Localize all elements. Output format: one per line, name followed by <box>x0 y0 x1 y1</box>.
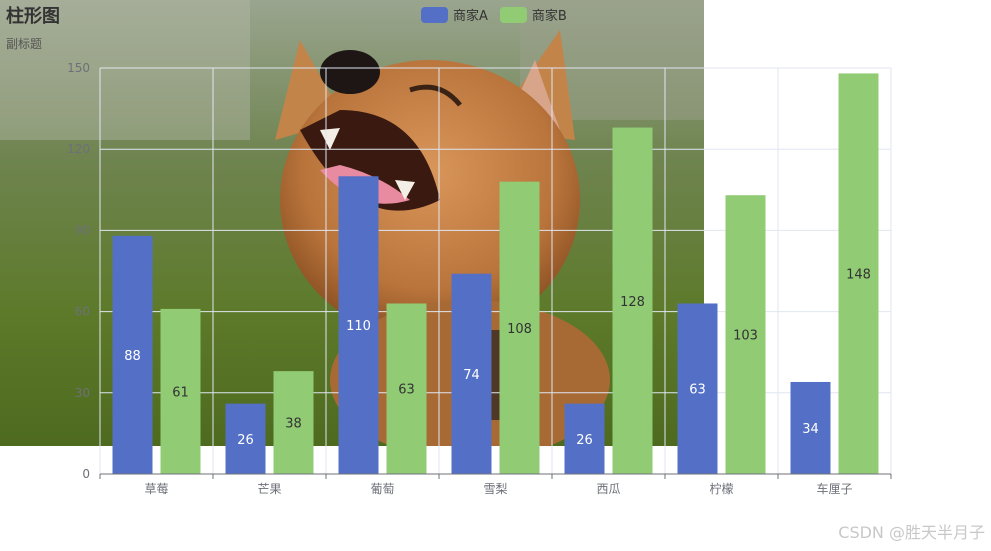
x-tick-label: 西瓜 <box>596 482 620 496</box>
bar-data-label: 63 <box>689 383 706 398</box>
bar-merchant-a[interactable] <box>338 176 379 474</box>
bar-data-label: 148 <box>846 268 871 283</box>
bar-data-label: 128 <box>620 295 645 310</box>
watermark: CSDN @胜天半月子 <box>838 523 985 542</box>
bar-merchant-b[interactable] <box>838 73 879 474</box>
x-tick-label: 柠檬 <box>709 481 733 496</box>
x-tick-label: 葡萄 <box>370 482 394 496</box>
bar-merchant-a[interactable] <box>451 273 492 474</box>
bar-merchant-a[interactable] <box>790 381 831 474</box>
bar-merchant-b[interactable] <box>499 181 540 474</box>
legend-label-a: 商家A <box>453 9 488 24</box>
bar-data-label: 108 <box>507 322 532 337</box>
y-tick-label: 120 <box>67 142 90 156</box>
legend-item-merchant-b[interactable]: 商家B <box>499 5 567 24</box>
x-tick-label: 车厘子 <box>816 481 852 496</box>
bar-merchant-b[interactable] <box>386 303 427 474</box>
y-tick-label: 150 <box>67 61 90 75</box>
bar-merchant-b[interactable] <box>725 195 766 475</box>
bar-data-label: 88 <box>124 349 141 364</box>
bar-merchant-a[interactable] <box>564 403 605 474</box>
chart-title: 柱形图 <box>6 6 60 27</box>
bar-merchant-b[interactable] <box>612 127 653 475</box>
bar-data-label: 26 <box>576 433 593 448</box>
legend-swatch-a <box>421 6 448 23</box>
bar-merchant-a[interactable] <box>677 303 718 474</box>
bar-data-label: 61 <box>172 385 189 400</box>
bar-data-label: 34 <box>802 422 819 437</box>
y-tick-label: 30 <box>75 386 90 400</box>
bar-merchant-b[interactable] <box>160 308 201 474</box>
legend-swatch-b <box>499 6 527 23</box>
bar-merchant-a[interactable] <box>112 235 153 474</box>
x-tick-label: 雪梨 <box>483 482 507 496</box>
bar-data-label: 63 <box>398 383 415 398</box>
y-tick-label: 0 <box>82 467 90 481</box>
y-tick-label: 60 <box>75 305 90 319</box>
bar-data-label: 38 <box>285 417 302 432</box>
legend: 商家A 商家B <box>421 5 567 24</box>
legend-item-merchant-a[interactable]: 商家A <box>421 5 488 24</box>
bar-data-label: 26 <box>237 433 254 448</box>
chart-subtitle: 副标题 <box>6 37 43 51</box>
bar-data-label: 110 <box>346 319 371 334</box>
bar-data-label: 74 <box>463 368 480 383</box>
bar-merchant-b[interactable] <box>273 371 314 474</box>
x-tick-label: 草莓 <box>144 482 168 496</box>
bar-merchant-a[interactable] <box>225 403 266 474</box>
legend-label-b: 商家B <box>531 9 567 24</box>
bar-data-label: 103 <box>733 329 758 344</box>
x-tick-label: 芒果 <box>257 481 281 496</box>
y-tick-label: 90 <box>75 223 90 237</box>
